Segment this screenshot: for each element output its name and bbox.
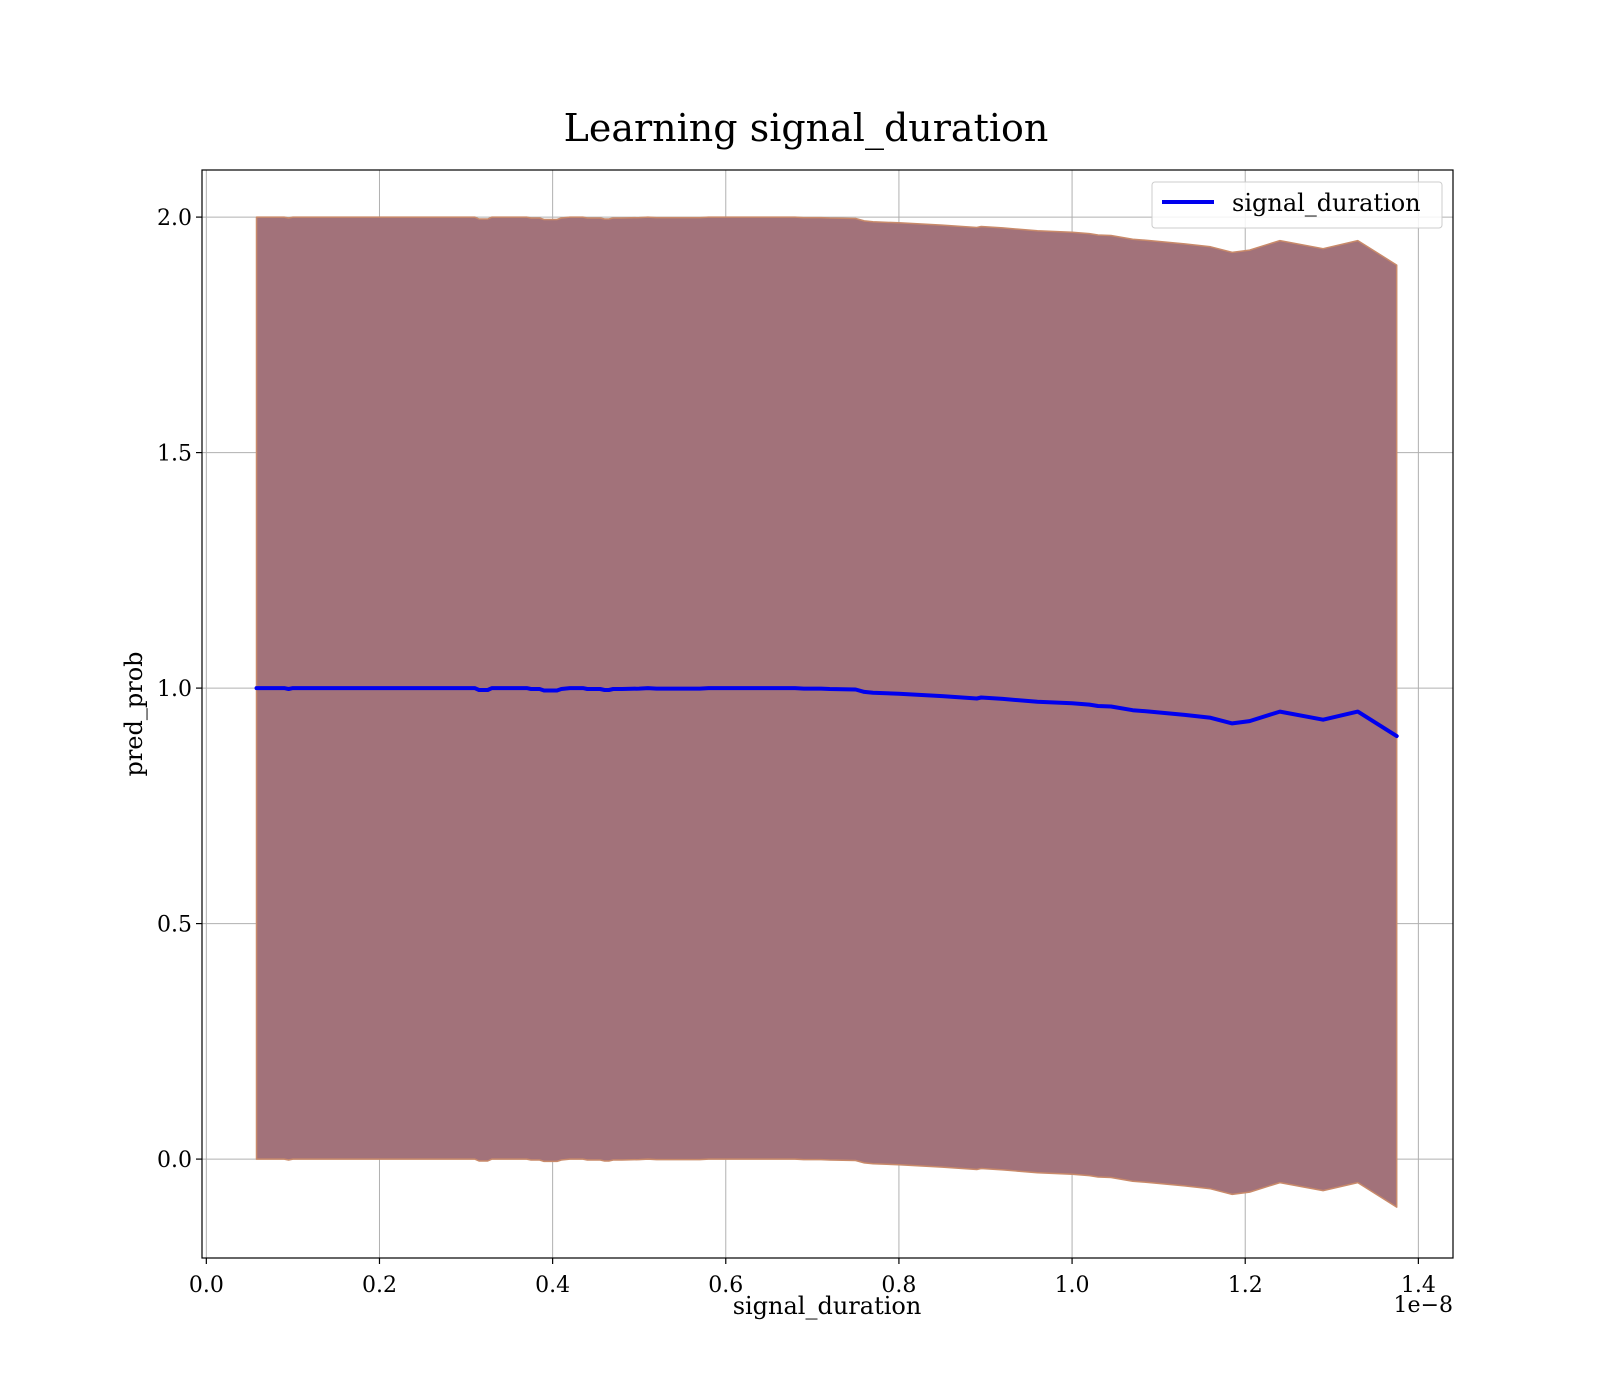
legend: signal_duration [1151, 181, 1443, 229]
x-tick-label: 0.4 [535, 1273, 570, 1298]
x-tick-label: 0.0 [189, 1273, 224, 1298]
y-tick-label: 2.0 [157, 206, 192, 231]
series-line-signal-duration [254, 686, 1399, 739]
y-tick-label: 0.0 [157, 1148, 192, 1173]
y-axis-title: pred_prob [120, 651, 148, 776]
plot-frame [201, 169, 1454, 1259]
legend-box [1151, 181, 1443, 229]
y-tick-label: 1.5 [157, 442, 192, 467]
y-tick-label: 1.0 [157, 677, 192, 702]
x-tick-label: 0.6 [708, 1273, 743, 1298]
y-axis-ticks: 0.0 0.5 1.0 1.5 2.0 [157, 206, 202, 1173]
x-tick-label: 1.4 [1401, 1273, 1436, 1298]
confidence-band-area [255, 216, 1398, 1208]
legend-label-signal-duration: signal_duration [1232, 189, 1421, 217]
y-tick-label: 0.5 [157, 913, 192, 938]
x-tick-label: 0.8 [881, 1273, 916, 1298]
x-axis-title: signal_duration [733, 1292, 922, 1320]
x-tick-label: 0.2 [362, 1273, 397, 1298]
chart-title: Learning signal_duration [564, 106, 1049, 151]
x-tick-label: 1.2 [1228, 1273, 1263, 1298]
x-tick-label: 1.0 [1055, 1273, 1090, 1298]
x-axis-offset-label: 1e−8 [1394, 1293, 1453, 1318]
series-lines [254, 686, 1399, 739]
x-axis-ticks: 0.0 0.2 0.4 0.6 0.8 1.0 1.2 1.4 [189, 1258, 1436, 1298]
uncertainty-band [255, 216, 1398, 1208]
